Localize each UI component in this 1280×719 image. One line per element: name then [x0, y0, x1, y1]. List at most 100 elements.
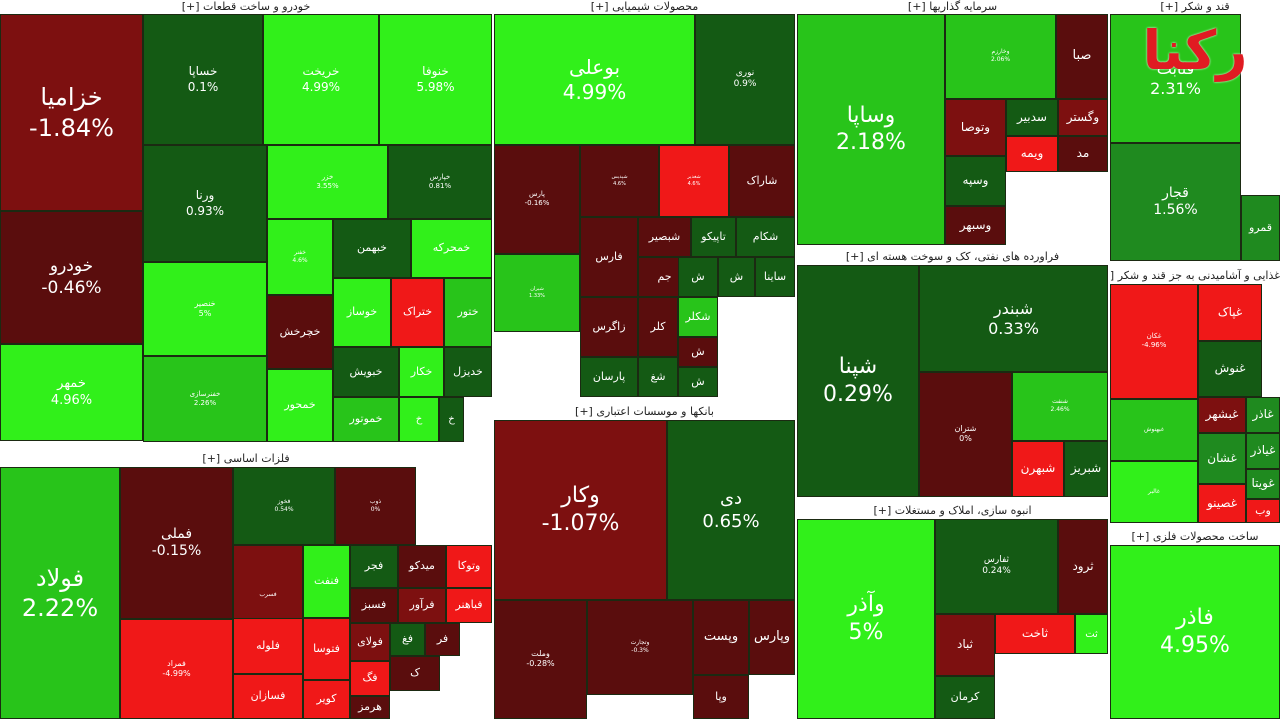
sector-header-5[interactable]: غذایی و آشامیدنی به جز قند و شکر [+] [1110, 268, 1280, 284]
stock-tile[interactable]: فاذر 4.95% [1110, 545, 1280, 719]
stock-tile[interactable]: خموتور [333, 397, 399, 442]
stock-tile[interactable]: ثفارس 0.24% [935, 519, 1058, 614]
stock-tile[interactable]: خچرخش [267, 295, 333, 369]
stock-tile[interactable]: شاراک [729, 145, 795, 217]
stock-tile[interactable]: غبشهر [1198, 397, 1246, 433]
stock-tile[interactable]: خپارس 0.81% [388, 145, 492, 219]
sector-header-0[interactable]: خودرو و ساخت قطعات [+] [0, 0, 492, 14]
stock-tile[interactable]: قثابت 2.31% [1110, 14, 1241, 143]
stock-tile[interactable]: نوری 0.9% [695, 14, 795, 145]
stock-tile[interactable]: وساپا 2.18% [797, 14, 945, 245]
stock-tile[interactable]: پارس -0.16% [494, 145, 580, 254]
sector-header-8[interactable]: انبوه سازی، املاک و مستغلات [+] [797, 503, 1108, 519]
stock-tile[interactable]: کرمان [935, 676, 995, 719]
stock-tile[interactable]: ثاخت [995, 614, 1075, 654]
stock-tile[interactable]: فسبز [350, 588, 398, 623]
stock-tile[interactable]: فولای [350, 623, 390, 661]
stock-tile[interactable]: وآذر 5% [797, 519, 935, 719]
sector-header-1[interactable]: محصولات شیمیایی [+] [494, 0, 795, 14]
stock-tile[interactable]: خ [399, 397, 439, 442]
stock-tile[interactable]: غالبر [1110, 461, 1198, 523]
stock-tile[interactable]: شتران 0% [919, 372, 1012, 497]
stock-tile[interactable]: ش [678, 257, 718, 297]
stock-tile[interactable]: قجار 1.56% [1110, 143, 1241, 261]
stock-tile[interactable]: غویتا [1246, 469, 1280, 499]
stock-tile[interactable]: فرآور [398, 588, 446, 623]
stock-tile[interactable]: خفنر 4.6% [267, 219, 333, 295]
stock-tile[interactable]: غیاذر [1246, 433, 1280, 469]
stock-tile[interactable]: وپارس [749, 600, 795, 675]
stock-tile[interactable]: خکار [399, 347, 444, 397]
stock-tile[interactable]: فتوسا [303, 618, 350, 680]
stock-tile[interactable]: خزامیا -1.84% [0, 14, 143, 211]
stock-tile[interactable]: فولاد 2.22% [0, 467, 120, 719]
stock-tile[interactable]: فگ [350, 661, 390, 696]
stock-tile[interactable]: خنوفا 5.98% [379, 14, 492, 145]
sector-header-2[interactable]: سرمایه گذاریها [+] [797, 0, 1108, 14]
stock-tile[interactable]: فخوز 0.54% [233, 467, 335, 545]
stock-tile[interactable]: زاگرس [580, 297, 638, 357]
sector-header-4[interactable]: فراورده های نفتی، کک و سوخت هسته ای [+] [797, 249, 1108, 265]
stock-tile[interactable]: شبندر 0.33% [919, 265, 1108, 372]
stock-tile[interactable]: غبهنوش [1110, 399, 1198, 461]
stock-tile[interactable]: ک [390, 656, 440, 691]
stock-tile[interactable]: قمرو [1241, 195, 1280, 261]
stock-tile[interactable]: ساینا [755, 257, 795, 297]
stock-tile[interactable]: صبا [1056, 14, 1108, 99]
stock-tile[interactable]: خریخت 4.99% [263, 14, 379, 145]
stock-tile[interactable]: ش [678, 367, 718, 397]
stock-tile[interactable]: فباهنر [446, 588, 492, 623]
stock-tile[interactable]: فر [425, 623, 460, 656]
stock-tile[interactable]: غکان -4.96% [1110, 284, 1198, 399]
stock-tile[interactable]: وب [1246, 499, 1280, 523]
stock-tile[interactable]: ش [678, 337, 718, 367]
stock-tile[interactable]: شبریز [1064, 441, 1108, 497]
stock-tile[interactable]: شپنا 0.29% [797, 265, 919, 497]
stock-tile[interactable]: کویر [303, 680, 350, 719]
stock-tile[interactable]: خساپا 0.1% [143, 14, 263, 145]
stock-tile[interactable]: شیران 1.33% [494, 254, 580, 332]
stock-tile[interactable]: وسپه [945, 156, 1006, 206]
stock-tile[interactable]: کلر [638, 297, 678, 357]
stock-tile[interactable]: خزر 3.55% [267, 145, 388, 219]
stock-tile[interactable]: خبویش [333, 347, 399, 397]
stock-tile[interactable]: خمهر 4.96% [0, 344, 143, 441]
stock-tile[interactable]: ش [718, 257, 755, 297]
stock-tile[interactable]: وگستر [1058, 99, 1108, 136]
stock-tile[interactable]: خدیزل [444, 347, 492, 397]
stock-tile[interactable]: شنفت 2.46% [1012, 372, 1108, 441]
stock-tile[interactable]: میدکو [398, 545, 446, 588]
stock-tile[interactable]: وتوکا [446, 545, 492, 588]
stock-tile[interactable]: شکام [736, 217, 795, 257]
stock-tile[interactable]: هرمز [350, 696, 390, 719]
stock-tile[interactable]: شغ [638, 357, 678, 397]
stock-tile[interactable]: ختور [444, 278, 492, 347]
stock-tile[interactable]: فلوله [233, 618, 303, 674]
stock-tile[interactable]: وملت -0.28% [494, 600, 587, 719]
sector-header-3[interactable]: قند و شکر [+] [1110, 0, 1280, 14]
stock-tile[interactable]: شغدیر 4.6% [659, 145, 729, 217]
stock-tile[interactable]: فنفت [303, 545, 350, 618]
stock-tile[interactable]: ویمه [1006, 136, 1058, 172]
stock-tile[interactable]: ثباد [935, 614, 995, 676]
stock-tile[interactable]: خبهمن [333, 219, 411, 278]
stock-tile[interactable]: سدبیر [1006, 99, 1058, 136]
stock-tile[interactable]: غشان [1198, 433, 1246, 484]
stock-tile[interactable]: فارس [580, 217, 638, 297]
stock-tile[interactable]: وکار -1.07% [494, 420, 667, 600]
stock-tile[interactable]: ختراک [391, 278, 444, 347]
stock-tile[interactable]: تاپیکو [691, 217, 736, 257]
stock-tile[interactable]: وتوصا [945, 99, 1006, 156]
stock-tile[interactable]: وپست [693, 600, 749, 675]
stock-tile[interactable]: شپدیس 4.6% [580, 145, 659, 217]
stock-tile[interactable]: خمحور [267, 369, 333, 442]
sector-header-7[interactable]: بانکها و موسسات اعتباری [+] [494, 404, 795, 420]
stock-tile[interactable]: وتجارت -0.3% [587, 600, 693, 695]
sector-header-6[interactable]: فلزات اساسی [+] [0, 451, 492, 467]
stock-tile[interactable]: دی 0.65% [667, 420, 795, 600]
stock-tile[interactable]: شکلر [678, 297, 718, 337]
stock-tile[interactable]: خمحرکه [411, 219, 492, 278]
stock-tile[interactable]: پارسان [580, 357, 638, 397]
stock-tile[interactable]: خوساز [333, 278, 391, 347]
stock-tile[interactable]: فجر [350, 545, 398, 588]
